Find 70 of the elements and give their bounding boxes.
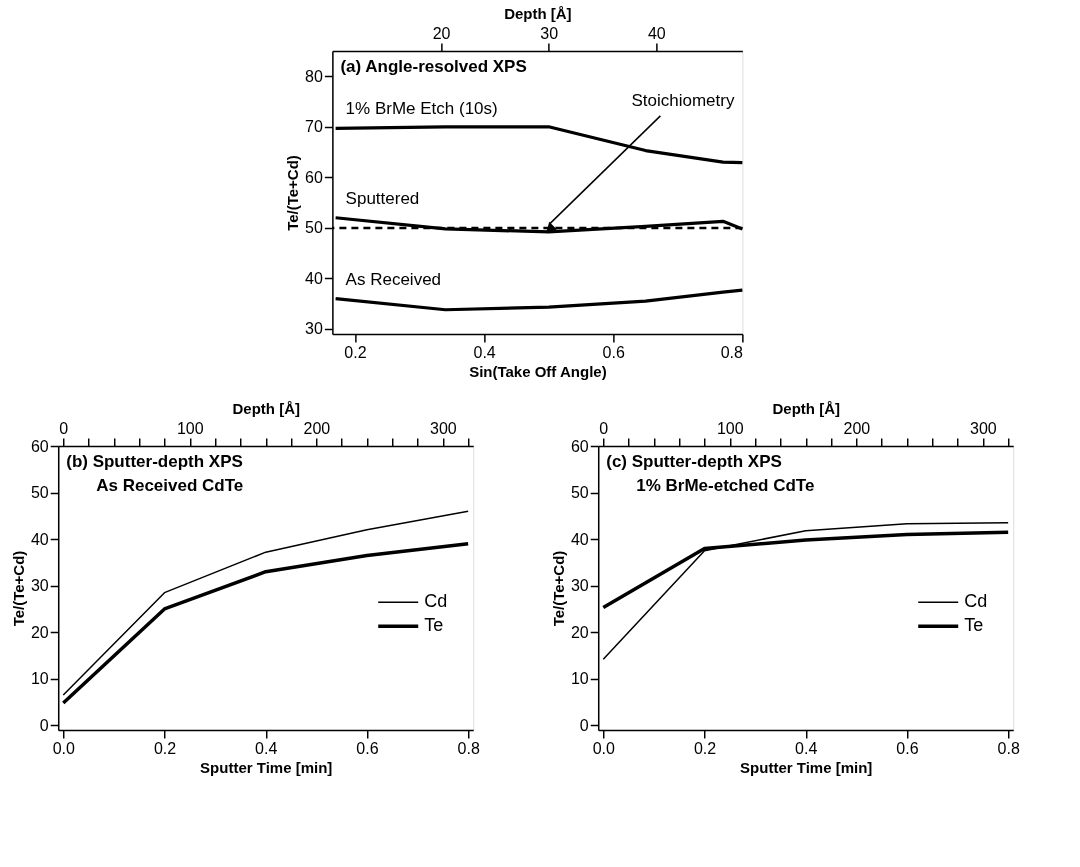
x2-axis-title: Depth [Å]	[504, 4, 572, 22]
y-tick-label: 80	[305, 67, 323, 85]
chart-title: (c) Sputter-depth XPS	[606, 452, 782, 471]
y-axis-title: Te/(Te+Cd)	[9, 550, 27, 627]
y-tick-label: 50	[30, 484, 49, 502]
y-tick-label: 0	[579, 716, 589, 734]
text: As Received CdTe	[96, 476, 244, 495]
x2-tick-label: 30	[540, 24, 559, 42]
x2-tick-label: 300	[430, 419, 457, 437]
chart-title: (b) Sputter-depth XPS	[66, 452, 243, 471]
y-tick-label: 30	[570, 577, 589, 595]
line-series	[602, 522, 1009, 660]
x2-tick-label: 0	[599, 419, 609, 437]
x-tick-label: 0.4	[255, 739, 278, 757]
y-tick-label: 30	[305, 320, 323, 338]
y-axis-title: Te/(Te+Cd)	[284, 155, 302, 231]
y-tick-label: 40	[30, 530, 49, 548]
y-tick-label: 30	[30, 577, 49, 595]
y-tick-label: 10	[570, 670, 589, 688]
line-series	[62, 510, 469, 696]
x2-axis-title: Depth [Å]	[232, 399, 300, 417]
x-tick-label: 0.2	[344, 343, 367, 361]
y-tick-label: 40	[305, 269, 323, 287]
y-tick-label: 50	[305, 219, 323, 237]
series-label: As Received	[345, 269, 442, 289]
legend-label: Te	[424, 615, 444, 636]
series-label: 1% BrMe Etch (10s)	[345, 99, 498, 119]
y-tick-label: 60	[30, 437, 49, 455]
x-tick-label: 0.2	[693, 739, 717, 757]
x2-tick-label: 300	[970, 419, 997, 437]
y-tick-label: 40	[570, 530, 589, 548]
x2-tick-label: 40	[647, 24, 666, 42]
x-tick-label: 0.6	[896, 739, 919, 757]
x2-tick-label: 100	[716, 419, 744, 437]
y-tick-label: 20	[570, 623, 589, 641]
legend-label: Te	[964, 615, 984, 636]
x2-tick-label: 200	[303, 419, 331, 437]
x-tick-label: 0.0	[52, 739, 75, 757]
chart-title: (a) Angle-resolved XPS	[340, 57, 527, 76]
x-tick-label: 0.8	[457, 739, 480, 757]
y-tick-label: 20	[30, 623, 49, 641]
x2-tick-label: 200	[843, 419, 871, 437]
x-tick-label: 0.8	[720, 343, 743, 361]
x-tick-label: 0.4	[795, 739, 818, 757]
x2-tick-label: 0	[59, 419, 69, 437]
legend-label: Cd	[964, 591, 988, 612]
text: 1% BrMe-etched CdTe	[636, 476, 815, 495]
x-axis-title: Sputter Time [min]	[200, 758, 333, 776]
x-axis-title: Sputter Time [min]	[740, 758, 873, 776]
x2-tick-label: 100	[176, 419, 204, 437]
x-tick-label: 0.2	[153, 739, 177, 757]
y-tick-label: 0	[39, 716, 49, 734]
x-tick-label: 0.6	[602, 343, 625, 361]
x-tick-label: 0.0	[592, 739, 615, 757]
x-tick-label: 0.4	[473, 343, 496, 361]
y-tick-label: 50	[570, 484, 589, 502]
y-tick-label: 10	[30, 670, 49, 688]
x-tick-label: 0.8	[997, 739, 1020, 757]
y-tick-label: 60	[305, 168, 323, 186]
x2-tick-label: 20	[432, 24, 451, 42]
y-tick-label: 70	[305, 118, 323, 136]
x-tick-label: 0.6	[356, 739, 379, 757]
legend-label: Cd	[424, 591, 448, 612]
x2-axis-title: Depth [Å]	[772, 399, 840, 417]
y-axis-title: Te/(Te+Cd)	[549, 550, 567, 627]
ref-line-label: Stoichiometry	[631, 90, 735, 110]
line-series	[61, 542, 470, 705]
x-axis-title: Sin(Take Off Angle)	[469, 362, 607, 380]
series-label: Sputtered	[345, 188, 420, 208]
y-tick-label: 60	[570, 437, 589, 455]
